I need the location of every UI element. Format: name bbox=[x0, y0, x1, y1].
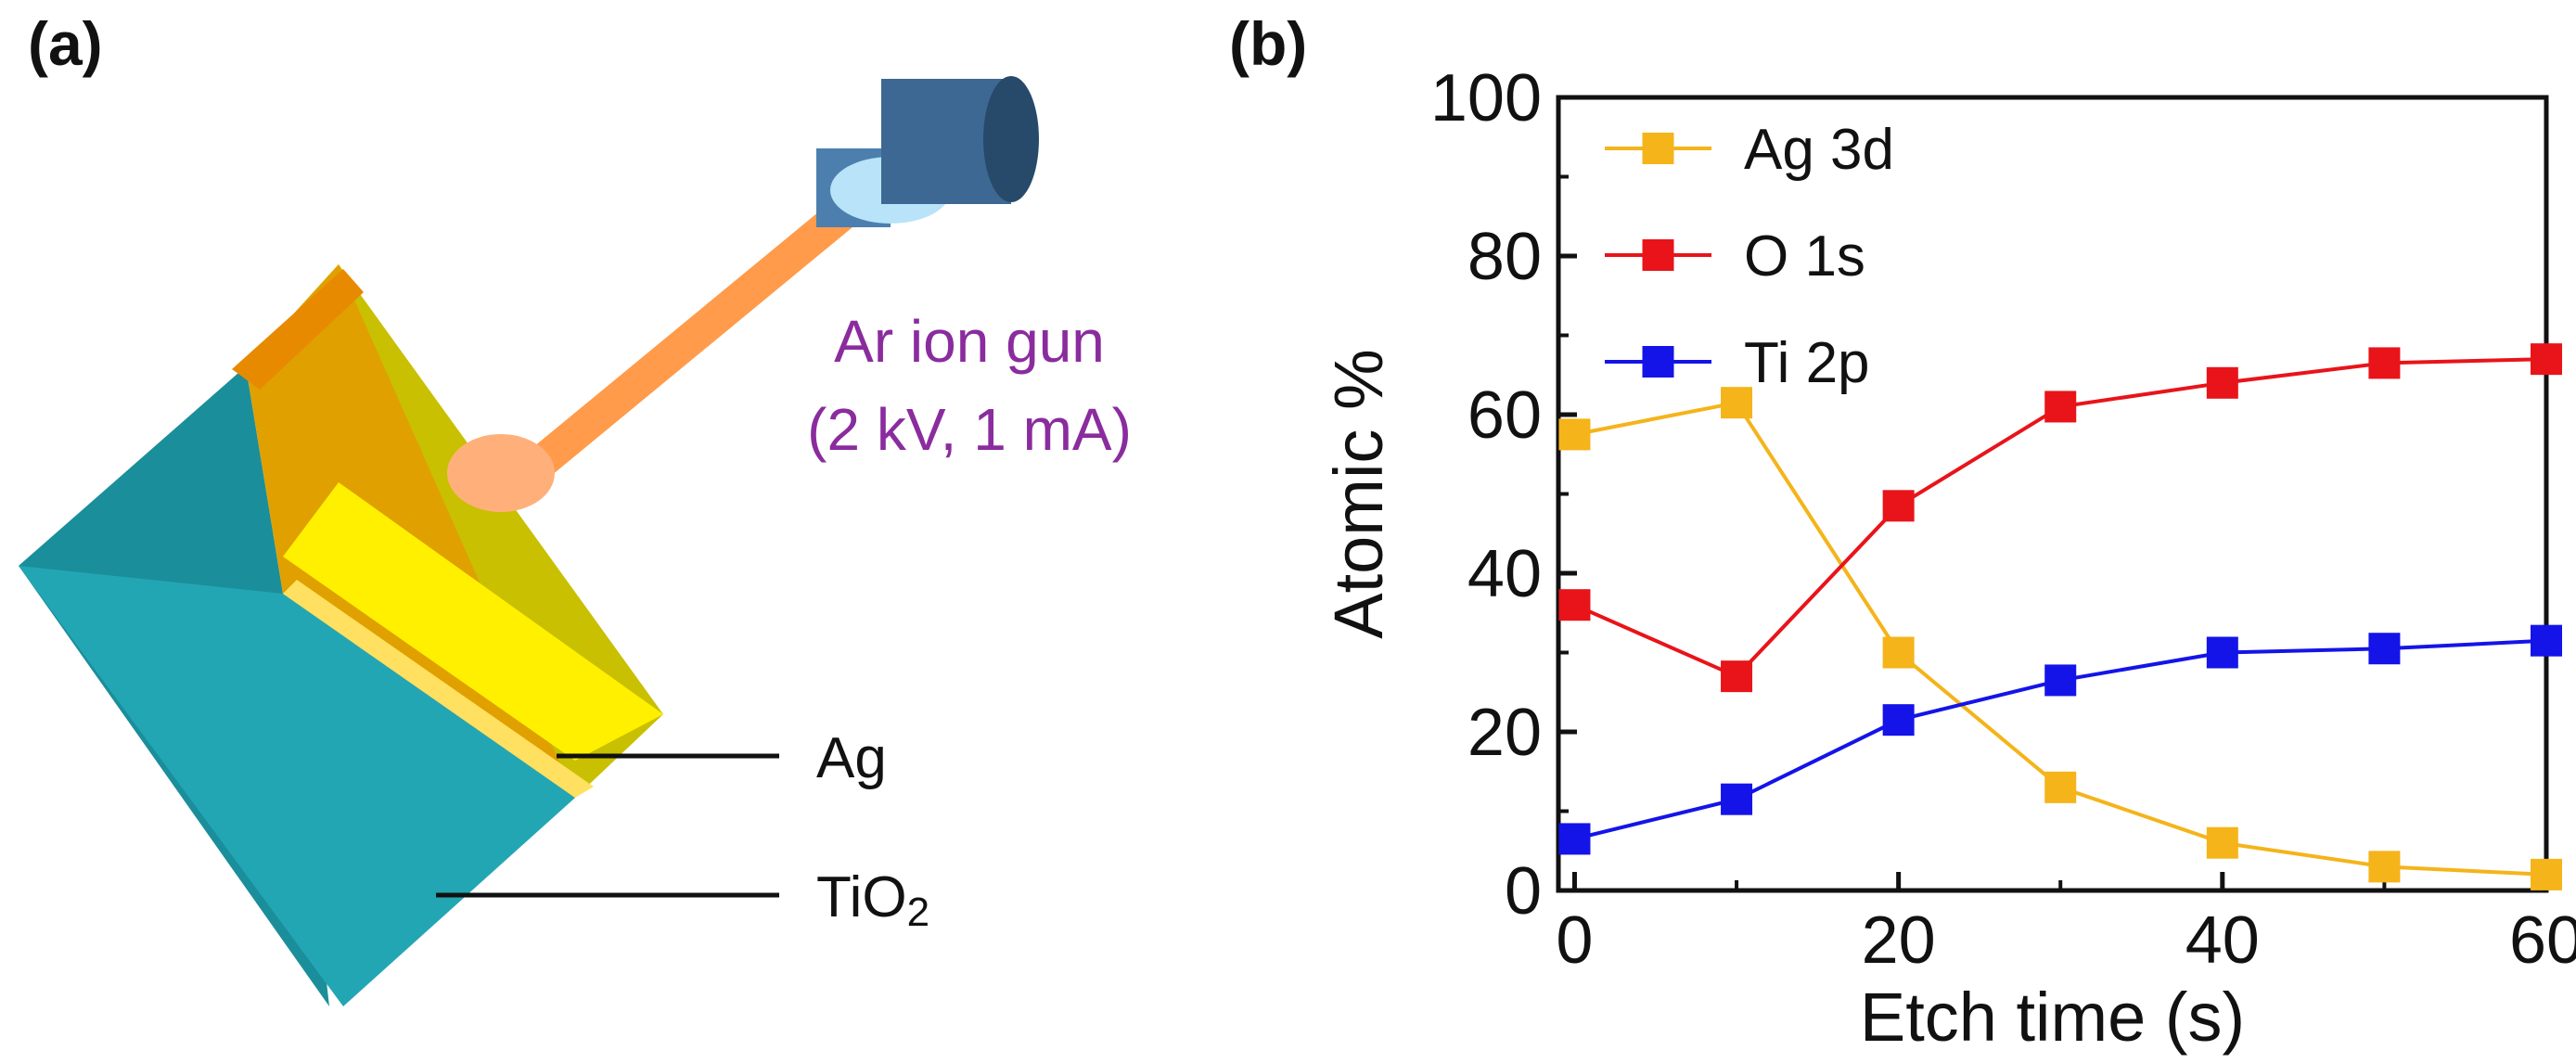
legend-label: O 1s bbox=[1744, 224, 1865, 288]
data-point bbox=[2206, 826, 2238, 859]
x-tick-label: 40 bbox=[2185, 903, 2260, 978]
beam-spot bbox=[447, 434, 555, 512]
data-point bbox=[1882, 704, 1915, 736]
data-point bbox=[1721, 660, 1753, 693]
data-point bbox=[1558, 589, 1591, 621]
data-point bbox=[2368, 347, 2401, 379]
legend-marker bbox=[1642, 239, 1674, 271]
legend-marker bbox=[1642, 346, 1674, 378]
tio2-label-sub: 2 bbox=[907, 890, 929, 935]
data-point bbox=[2044, 664, 2077, 697]
beam-line bbox=[489, 192, 865, 508]
x-tick-label: 60 bbox=[2509, 903, 2576, 978]
tio2-label: TiO2 bbox=[816, 865, 929, 935]
ag-highlight bbox=[283, 482, 663, 761]
y-tick-label: 0 bbox=[1505, 854, 1542, 929]
x-axis-label: Etch time (s) bbox=[1860, 979, 2245, 1056]
data-point bbox=[1721, 783, 1753, 815]
data-point bbox=[1882, 636, 1915, 669]
y-tick-label: 60 bbox=[1467, 378, 1542, 453]
y-tick-label: 100 bbox=[1430, 61, 1542, 135]
ag-layer bbox=[232, 264, 663, 798]
data-point bbox=[1558, 823, 1591, 855]
legend-label: Ag 3d bbox=[1744, 118, 1894, 182]
data-point bbox=[2206, 366, 2238, 399]
data-point bbox=[1558, 418, 1591, 451]
panel-b-label: (b) bbox=[1229, 9, 1307, 78]
panel-a: (a) Ar ion gun (2 kV, 1 mA) bbox=[19, 9, 1132, 1006]
y-tick-label: 20 bbox=[1467, 696, 1542, 770]
legend-marker bbox=[1642, 133, 1674, 164]
legend-label: Ti 2p bbox=[1744, 331, 1870, 395]
chart: 0 20 40 60 0 20 40 60 80 100 Etch time (s) Atomic %… bbox=[1320, 61, 2576, 1056]
y-axis-label: Atomic % bbox=[1320, 349, 1397, 639]
data-point bbox=[2044, 391, 2077, 423]
ion-gun bbox=[816, 76, 1039, 227]
y-tick-label: 80 bbox=[1467, 220, 1542, 294]
y-tick-label: 40 bbox=[1467, 537, 1542, 611]
data-point bbox=[2531, 624, 2562, 657]
data-point bbox=[1721, 387, 1753, 419]
x-tick-label: 0 bbox=[1556, 903, 1593, 978]
x-tick-label: 20 bbox=[1862, 903, 1936, 978]
data-point bbox=[2531, 858, 2562, 890]
panel-b: (b) 0 20 40 60 0 20 40 60 80 100 Etch time (s) Atom… bbox=[1229, 9, 2576, 1056]
data-point bbox=[2368, 851, 2401, 883]
panel-a-label: (a) bbox=[28, 9, 103, 78]
tio2-label-main: TiO bbox=[816, 865, 907, 929]
data-point bbox=[2368, 633, 2401, 665]
gun-label-line2: (2 kV, 1 mA) bbox=[807, 396, 1132, 463]
ag-groove bbox=[232, 269, 364, 390]
data-point bbox=[2206, 636, 2238, 669]
data-point bbox=[2531, 343, 2562, 376]
plot-frame bbox=[1556, 95, 2549, 893]
ar-ion-beam bbox=[447, 192, 865, 512]
gun-end bbox=[983, 76, 1039, 202]
ag-label: Ag bbox=[816, 726, 887, 790]
data-point bbox=[2044, 771, 2077, 803]
ag-front-edge bbox=[283, 580, 594, 798]
data-point bbox=[1882, 490, 1915, 522]
gun-label-line1: Ar ion gun bbox=[834, 308, 1105, 375]
